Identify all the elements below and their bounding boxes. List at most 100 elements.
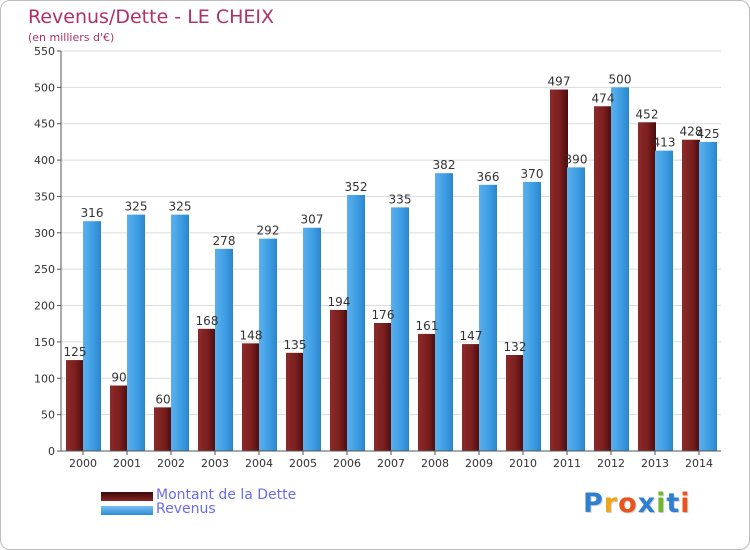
data-label-debt: 497 bbox=[548, 75, 571, 89]
data-label-debt: 452 bbox=[636, 107, 659, 121]
y-tick-label: 50 bbox=[41, 409, 55, 422]
x-tick-label: 2010 bbox=[509, 457, 537, 470]
bar-debt bbox=[198, 328, 216, 451]
proxiti-logo: Proxiti bbox=[583, 488, 691, 519]
logo-letter: t bbox=[666, 488, 681, 519]
bar-revenue bbox=[699, 141, 717, 451]
bar-debt bbox=[506, 355, 524, 451]
x-tick-label: 2001 bbox=[113, 457, 141, 470]
y-tick-label: 400 bbox=[34, 154, 55, 167]
data-label-debt: 125 bbox=[64, 345, 87, 359]
data-label-debt: 132 bbox=[504, 340, 527, 354]
logo-letter: r bbox=[603, 488, 619, 519]
legend-label-revenue: Revenus bbox=[156, 501, 216, 517]
data-label-debt: 60 bbox=[155, 392, 170, 406]
bar-revenue bbox=[479, 184, 497, 451]
data-label-debt: 90 bbox=[111, 371, 126, 385]
bar-debt bbox=[374, 323, 392, 451]
bar-debt bbox=[638, 122, 656, 451]
bar-revenue bbox=[567, 167, 585, 451]
legend-swatch-revenue bbox=[101, 506, 153, 515]
data-label-debt: 176 bbox=[372, 308, 395, 322]
data-label-debt: 135 bbox=[284, 338, 307, 352]
bar-revenue bbox=[171, 214, 189, 451]
bar-debt bbox=[550, 89, 568, 451]
data-label-revenue: 278 bbox=[213, 234, 236, 248]
data-label-debt: 147 bbox=[460, 329, 483, 343]
bar-revenue bbox=[303, 227, 321, 451]
logo-letter: o bbox=[618, 488, 638, 519]
bar-revenue bbox=[655, 150, 673, 452]
x-tick-label: 2013 bbox=[641, 457, 669, 470]
bar-revenue bbox=[259, 238, 277, 451]
y-tick-label: 300 bbox=[34, 227, 55, 240]
data-label-debt: 161 bbox=[416, 319, 439, 333]
bar-debt bbox=[594, 106, 612, 451]
bar-revenue bbox=[435, 173, 453, 451]
logo-letter: i bbox=[680, 488, 691, 519]
bar-revenue bbox=[391, 207, 409, 451]
data-label-revenue: 500 bbox=[609, 72, 632, 86]
y-tick-label: 200 bbox=[34, 300, 55, 313]
data-label-debt: 168 bbox=[196, 314, 219, 328]
y-tick-label: 550 bbox=[34, 45, 55, 58]
y-tick-label: 350 bbox=[34, 190, 55, 203]
data-label-revenue: 335 bbox=[389, 192, 412, 206]
logo-letter: P bbox=[583, 488, 604, 519]
x-tick-label: 2005 bbox=[289, 457, 317, 470]
bar-debt bbox=[154, 407, 172, 451]
data-label-revenue: 382 bbox=[433, 158, 456, 172]
bar-debt bbox=[66, 360, 84, 451]
data-label-revenue: 292 bbox=[257, 224, 280, 238]
data-label-debt: 194 bbox=[328, 295, 351, 309]
x-tick-label: 2009 bbox=[465, 457, 493, 470]
y-tick-label: 0 bbox=[48, 445, 55, 458]
logo-letter: i bbox=[656, 488, 667, 519]
x-tick-label: 2011 bbox=[553, 457, 581, 470]
data-label-debt: 148 bbox=[240, 328, 263, 342]
data-label-revenue: 370 bbox=[521, 167, 544, 181]
legend-label-debt: Montant de la Dette bbox=[156, 487, 297, 503]
x-tick-label: 2007 bbox=[377, 457, 405, 470]
y-tick-label: 150 bbox=[34, 336, 55, 349]
data-label-revenue: 413 bbox=[653, 136, 676, 150]
bar-revenue bbox=[127, 214, 145, 451]
bar-revenue bbox=[347, 195, 365, 451]
data-label-revenue: 307 bbox=[301, 213, 324, 227]
bar-debt bbox=[682, 139, 700, 451]
data-label-revenue: 390 bbox=[565, 152, 588, 166]
x-tick-label: 2006 bbox=[333, 457, 361, 470]
bar-debt bbox=[110, 385, 128, 451]
y-tick-label: 250 bbox=[34, 263, 55, 276]
y-tick-label: 500 bbox=[34, 81, 55, 94]
data-label-debt: 474 bbox=[592, 91, 615, 105]
chart-subtitle: (en milliers d'€) bbox=[28, 31, 115, 44]
data-label-revenue: 316 bbox=[81, 206, 104, 220]
x-tick-label: 2008 bbox=[421, 457, 449, 470]
chart-title: Revenus/Dette - LE CHEIX bbox=[28, 6, 275, 28]
bar-revenue bbox=[523, 181, 541, 451]
bar-revenue bbox=[83, 221, 101, 451]
bar-debt bbox=[286, 352, 304, 451]
bar-debt bbox=[242, 343, 260, 451]
data-label-revenue: 366 bbox=[477, 170, 500, 184]
x-tick-label: 2000 bbox=[69, 457, 97, 470]
x-tick-label: 2014 bbox=[685, 457, 713, 470]
x-tick-label: 2012 bbox=[597, 457, 625, 470]
data-label-revenue: 325 bbox=[169, 200, 192, 214]
x-tick-label: 2003 bbox=[201, 457, 229, 470]
data-label-debt: 428 bbox=[680, 125, 703, 139]
bar-revenue bbox=[611, 87, 629, 451]
y-tick-label: 100 bbox=[34, 372, 55, 385]
bar-debt bbox=[418, 333, 436, 451]
logo-letter: x bbox=[637, 488, 657, 519]
data-label-revenue: 325 bbox=[125, 200, 148, 214]
data-label-revenue: 425 bbox=[697, 127, 720, 141]
legend-swatch-debt bbox=[101, 492, 153, 501]
y-tick-label: 450 bbox=[34, 118, 55, 131]
bar-debt bbox=[462, 344, 480, 451]
data-label-revenue: 352 bbox=[345, 180, 368, 194]
x-tick-label: 2002 bbox=[157, 457, 185, 470]
